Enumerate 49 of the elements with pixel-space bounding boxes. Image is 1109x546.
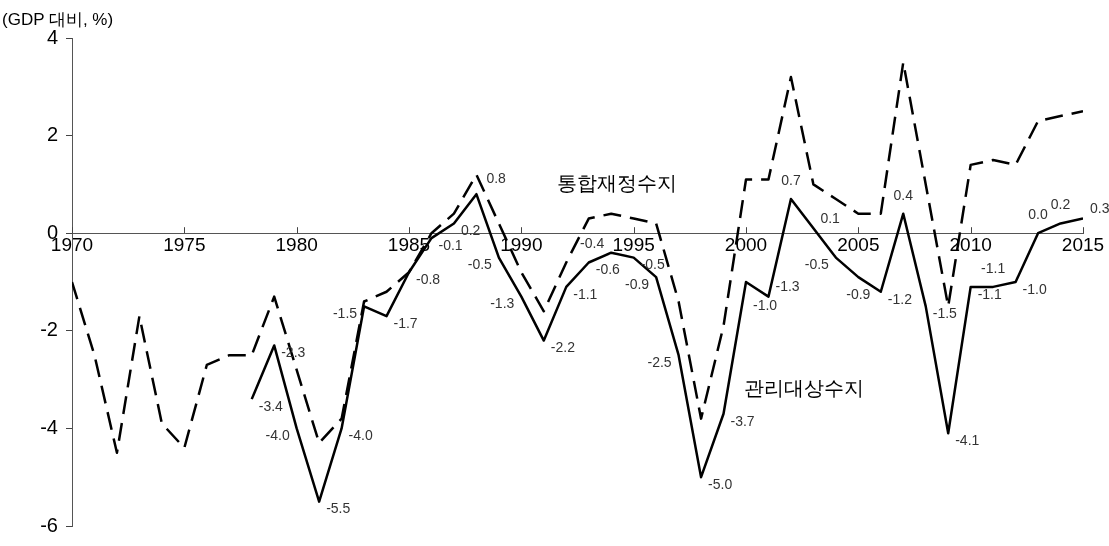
data-label: -0.4 <box>580 234 605 251</box>
data-label: -1.1 <box>977 285 1002 302</box>
data-label: -1.0 <box>753 296 778 313</box>
y-tick-label: -4 <box>40 415 58 438</box>
data-label: -1.0 <box>1022 280 1047 297</box>
data-label: -2.5 <box>647 354 672 371</box>
data-label: -0.5 <box>467 256 493 273</box>
data-label: 0.7 <box>781 171 801 188</box>
series-label: 관리대상수지 <box>744 376 865 399</box>
data-label: -1.7 <box>393 315 418 332</box>
data-label: -1.2 <box>887 290 913 307</box>
x-tick-label: 2015 <box>1061 233 1105 255</box>
data-label: 0.1 <box>820 210 841 227</box>
data-label: -1.1 <box>981 259 1006 276</box>
data-label: -0.8 <box>416 271 441 288</box>
data-label: -1.1 <box>573 285 598 302</box>
x-tick-label: 1975 <box>163 233 206 255</box>
data-label: -4.1 <box>955 432 980 449</box>
data-label: -3.7 <box>730 412 755 429</box>
data-label: 0.4 <box>893 186 914 203</box>
data-label: -2.2 <box>550 339 576 356</box>
data-label: -0.5 <box>804 256 830 273</box>
y-tick-label: -2 <box>40 318 58 341</box>
x-tick-label: 2000 <box>724 233 768 255</box>
data-label: -1.3 <box>775 278 800 295</box>
data-label: -5.0 <box>708 476 733 493</box>
x-tick-label: 1980 <box>275 233 318 255</box>
data-label: -5.5 <box>326 500 351 517</box>
x-tick-label: 2005 <box>837 233 880 255</box>
data-label: 0.8 <box>486 170 507 187</box>
data-label: -1.5 <box>332 305 358 322</box>
data-label: 0.3 <box>1090 200 1109 217</box>
x-tick-label: 1995 <box>612 233 655 255</box>
data-label: -0.6 <box>595 261 621 278</box>
data-label: -3.4 <box>258 397 284 414</box>
data-label: -0.1 <box>438 236 463 253</box>
data-label: -4.0 <box>348 427 373 444</box>
data-label: -1.5 <box>932 305 958 322</box>
x-tick-label: 1990 <box>500 233 543 255</box>
y-tick-label: -6 <box>40 513 58 536</box>
series-label: 통합재정수지 <box>557 171 678 194</box>
data-label: 0.0 <box>1028 206 1049 223</box>
data-label: -0.5 <box>640 256 665 273</box>
y-tick-label: 2 <box>46 123 58 146</box>
data-label: 0.2 <box>1050 196 1071 213</box>
data-label: -0.9 <box>846 285 871 302</box>
data-label: -1.3 <box>490 295 515 312</box>
data-label: -4.0 <box>265 427 290 444</box>
data-label: -0.9 <box>625 275 650 292</box>
